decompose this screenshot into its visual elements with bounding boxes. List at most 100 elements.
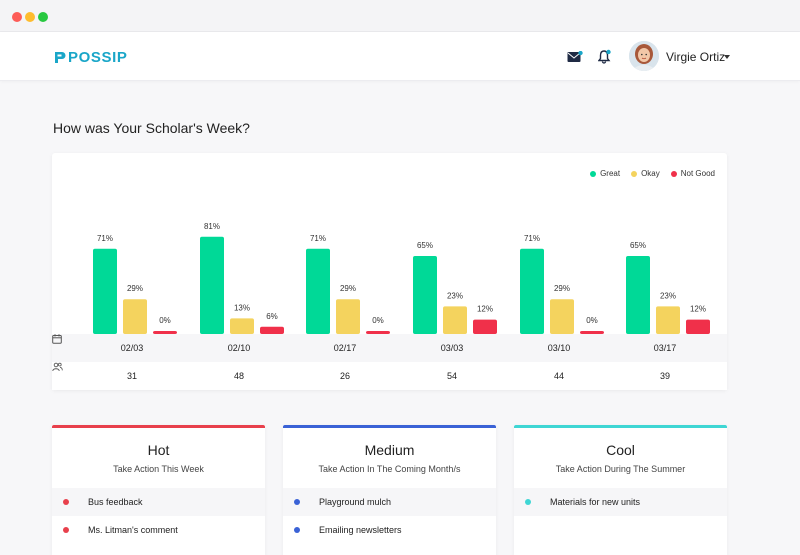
bar-great[interactable] — [306, 248, 330, 334]
response-count: 31 — [126, 371, 137, 381]
hot-accent-bar — [52, 425, 265, 428]
list-item[interactable]: Materials for new units — [514, 488, 727, 516]
bar-great[interactable] — [520, 248, 544, 334]
bar-value-label: 71% — [310, 234, 326, 243]
cool-card-title: Cool — [606, 442, 635, 458]
medium-bullet-icon — [294, 527, 300, 533]
minimize-window-button[interactable] — [25, 12, 35, 22]
people-icon — [52, 362, 63, 372]
top-navigation: POSSIP Virgie Ortiz — [0, 32, 800, 81]
hot-bullet-icon — [63, 527, 69, 533]
list-item[interactable]: Ms. Litman's comment — [52, 516, 265, 544]
response-count: 26 — [339, 371, 350, 381]
bar-not-good[interactable] — [580, 331, 604, 334]
mail-icon[interactable] — [567, 51, 583, 63]
response-count: 44 — [553, 371, 564, 381]
week-date: 03/17 — [653, 343, 677, 353]
bar-okay[interactable] — [550, 299, 574, 334]
bar-not-good[interactable] — [366, 331, 390, 334]
user-menu-chevron-down-icon[interactable] — [724, 55, 730, 59]
week-date: 02/03 — [120, 343, 144, 353]
weekly-sentiment-chart-card: 71% 29% 0% 81% 13% 6% 71% 29% 0% 65% 23% 12% 71% 29% 0… — [52, 153, 727, 390]
bar-value-label: 71% — [524, 234, 540, 243]
bar-value-label: 65% — [630, 241, 646, 250]
close-window-button[interactable] — [12, 12, 22, 22]
bar-value-label: 81% — [204, 222, 220, 231]
bar-value-label: 71% — [97, 234, 113, 243]
list-item[interactable]: Playground mulch — [283, 488, 496, 516]
bar-value-label: 0% — [586, 316, 598, 325]
list-item-label: Playground mulch — [319, 497, 392, 507]
legend-label-great: Great — [600, 169, 621, 178]
bar-great[interactable] — [413, 256, 437, 334]
maximize-window-button[interactable] — [38, 12, 48, 22]
cool-bullet-icon — [525, 499, 531, 505]
bar-value-label: 0% — [159, 316, 171, 325]
legend-item-not-good: Not Good — [670, 169, 715, 178]
logo-mark-icon — [55, 52, 66, 63]
week-date: 03/03 — [440, 343, 464, 353]
bar-okay[interactable] — [230, 318, 254, 334]
medium-card-subtitle: Take Action In The Coming Month/s — [318, 464, 461, 474]
page-title: How was Your Scholar's Week? — [53, 120, 250, 136]
bar-value-label: 29% — [554, 284, 570, 293]
cool-card-subtitle: Take Action During The Summer — [555, 464, 686, 474]
bar-okay[interactable] — [443, 306, 467, 334]
bar-okay[interactable] — [336, 299, 360, 334]
bar-great[interactable] — [93, 248, 117, 334]
possip-logo[interactable]: POSSIP — [54, 49, 127, 66]
legend-item-okay: Okay — [631, 169, 660, 178]
legend-item-great: Great — [590, 169, 620, 178]
bar-value-label: 13% — [234, 303, 250, 312]
bar-okay[interactable] — [123, 299, 147, 334]
response-count: 48 — [233, 371, 244, 381]
weekly-sentiment-bar-chart: 71% 29% 0% 81% 13% 6% 71% 29% 0% 65% 23% 12% 71% 29% 0… — [93, 222, 710, 334]
bar-value-label: 0% — [372, 316, 384, 325]
bar-not-good[interactable] — [473, 319, 497, 334]
bar-value-label: 23% — [447, 291, 463, 300]
legend-dot-great — [590, 170, 597, 177]
cool-priority-card: Cool Take Action During The Summer Mater… — [514, 425, 727, 555]
user-avatar[interactable] — [629, 41, 659, 71]
user-name[interactable]: Virgie Ortiz — [666, 50, 726, 64]
hot-priority-card: Hot Take Action This Week Bus feedback M… — [52, 425, 265, 555]
cool-accent-bar — [514, 425, 727, 428]
medium-priority-card: Medium Take Action In The Coming Month/s… — [283, 425, 496, 555]
bar-okay[interactable] — [656, 306, 680, 334]
week-date-row: 02/03 02/10 02/17 03/03 03/10 03/17 — [52, 334, 727, 362]
list-item[interactable]: Bus feedback — [52, 488, 265, 516]
notification-bell-icon[interactable] — [598, 49, 612, 64]
hot-bullet-icon — [63, 499, 69, 505]
legend-label-okay: Okay — [641, 169, 660, 178]
window-titlebar — [0, 0, 800, 32]
list-item-label: Ms. Litman's comment — [88, 525, 178, 535]
medium-accent-bar — [283, 425, 496, 428]
bar-value-label: 29% — [127, 284, 143, 293]
medium-card-title: Medium — [364, 442, 415, 458]
list-item[interactable]: Emailing newsletters — [283, 516, 496, 544]
bar-not-good[interactable] — [260, 326, 284, 334]
week-date: 03/10 — [547, 343, 571, 353]
response-count: 54 — [446, 371, 457, 381]
bar-value-label: 6% — [266, 312, 278, 321]
bar-value-label: 23% — [660, 291, 676, 300]
medium-bullet-icon — [294, 499, 300, 505]
week-date: 02/17 — [333, 343, 357, 353]
bar-great[interactable] — [200, 236, 224, 334]
response-count: 39 — [659, 371, 670, 381]
legend-dot-okay — [631, 170, 638, 177]
legend-label-not-good: Not Good — [680, 169, 715, 178]
bar-value-label: 12% — [690, 305, 706, 314]
bar-great[interactable] — [626, 256, 650, 334]
bar-not-good[interactable] — [686, 319, 710, 334]
chart-legend: Great Okay Not Good — [590, 169, 715, 178]
list-item-label: Bus feedback — [88, 497, 143, 507]
bar-value-label: 29% — [340, 284, 356, 293]
bar-value-label: 65% — [417, 241, 433, 250]
legend-dot-not-good — [670, 170, 677, 177]
hot-card-title: Hot — [147, 442, 170, 458]
list-item-label: Materials for new units — [550, 497, 641, 507]
list-item-label: Emailing newsletters — [319, 525, 402, 535]
bar-not-good[interactable] — [153, 331, 177, 334]
avatar-portrait-icon — [629, 41, 659, 71]
